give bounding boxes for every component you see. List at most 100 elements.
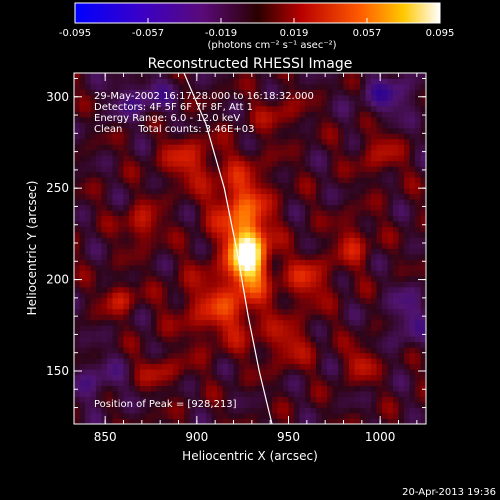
heatmap-cell	[96, 391, 102, 397]
heatmap-cell	[206, 314, 212, 321]
heatmap-cell	[277, 78, 284, 85]
heatmap-cell	[151, 193, 157, 200]
heatmap-cell	[140, 358, 146, 365]
heatmap-cell	[151, 330, 157, 337]
heatmap-cell	[354, 341, 361, 348]
heatmap-cell	[74, 171, 80, 178]
heatmap-cell	[178, 363, 185, 370]
heatmap-cell	[151, 270, 157, 277]
heatmap-cell	[101, 319, 108, 326]
heatmap-cell	[107, 221, 113, 227]
heatmap-cell	[360, 237, 366, 244]
heatmap-cell	[123, 127, 130, 134]
heatmap-cell	[261, 248, 267, 255]
heatmap-cell	[195, 319, 201, 326]
heatmap-cell	[145, 204, 152, 211]
heatmap-cell	[332, 166, 339, 173]
heatmap-cell	[420, 358, 426, 365]
heatmap-cell	[310, 215, 317, 222]
heatmap-cell	[343, 259, 350, 266]
heatmap-cell	[112, 275, 119, 282]
heatmap-cell	[167, 73, 174, 79]
heatmap-cell	[294, 122, 300, 129]
heatmap-cell	[222, 100, 229, 107]
heatmap-cell	[272, 358, 278, 365]
heatmap-cell	[156, 122, 163, 129]
heatmap-cell	[123, 385, 130, 392]
heatmap-cell	[101, 341, 108, 348]
heatmap-cell	[343, 374, 350, 381]
heatmap-cell	[288, 286, 295, 293]
heatmap-cell	[96, 396, 102, 403]
heatmap-cell	[101, 171, 108, 178]
heatmap-cell	[382, 226, 388, 233]
heatmap-cell	[222, 358, 229, 365]
heatmap-cell	[140, 89, 146, 96]
heatmap-cell	[145, 341, 152, 348]
heatmap-cell	[173, 232, 179, 238]
heatmap-cell	[96, 264, 102, 271]
heatmap-cell	[134, 122, 141, 129]
heatmap-cell	[222, 347, 229, 354]
heatmap-cell	[332, 199, 339, 206]
heatmap-cell	[118, 253, 124, 260]
heatmap-cell	[85, 116, 91, 123]
heatmap-cell	[140, 385, 146, 392]
heatmap-cell	[266, 111, 273, 118]
heatmap-cell	[123, 160, 130, 167]
heatmap-cell	[189, 413, 196, 419]
heatmap-cell	[305, 221, 311, 227]
heatmap-cell	[79, 221, 86, 227]
heatmap-cell	[233, 297, 240, 304]
heatmap-cell	[343, 177, 350, 184]
heatmap-cell	[404, 330, 410, 337]
heatmap-cell	[244, 270, 251, 277]
heatmap-cell	[261, 127, 267, 134]
heatmap-cell	[316, 226, 322, 233]
heatmap-cell	[299, 341, 306, 348]
heatmap-cell	[376, 330, 383, 337]
heatmap-cell	[211, 177, 218, 184]
heatmap-cell	[112, 396, 119, 403]
heatmap-cell	[101, 73, 108, 79]
heatmap-cell	[228, 133, 234, 140]
heatmap-cell	[415, 204, 421, 211]
heatmap-cell	[272, 199, 278, 206]
heatmap-cell	[321, 308, 328, 315]
heatmap-cell	[140, 297, 146, 304]
heatmap-cell	[266, 396, 273, 403]
heatmap-cell	[173, 105, 179, 112]
heatmap-cell	[294, 83, 300, 90]
heatmap-cell	[415, 111, 421, 118]
heatmap-cell	[327, 336, 333, 343]
heatmap-cell	[184, 259, 190, 266]
heatmap-cell	[200, 253, 207, 260]
heatmap-cell	[294, 73, 300, 79]
heatmap-cell	[266, 281, 273, 288]
heatmap-cell	[299, 330, 306, 337]
heatmap-cell	[151, 215, 157, 222]
heatmap-cell	[349, 259, 355, 266]
heatmap-cell	[189, 303, 196, 310]
heatmap-cell	[178, 281, 185, 288]
heatmap-cell	[129, 105, 135, 112]
heatmap-cell	[376, 319, 383, 326]
heatmap-cell	[327, 264, 333, 271]
heatmap-cell	[200, 111, 207, 118]
heatmap-cell	[184, 380, 190, 387]
heatmap-cell	[310, 341, 317, 348]
heatmap-cell	[195, 116, 201, 123]
heatmap-cell	[173, 396, 179, 403]
heatmap-cell	[398, 221, 405, 227]
heatmap-cell	[277, 369, 284, 376]
heatmap-cell	[294, 369, 300, 376]
heatmap-cell	[90, 193, 97, 200]
heatmap-cell	[206, 78, 212, 85]
heatmap-cell	[244, 144, 251, 151]
heatmap-cell	[129, 73, 135, 79]
heatmap-cell	[118, 237, 124, 244]
heatmap-cell	[376, 253, 383, 260]
heatmap-cell	[101, 122, 108, 129]
heatmap-cell	[112, 149, 119, 156]
heatmap-cell	[118, 369, 124, 376]
